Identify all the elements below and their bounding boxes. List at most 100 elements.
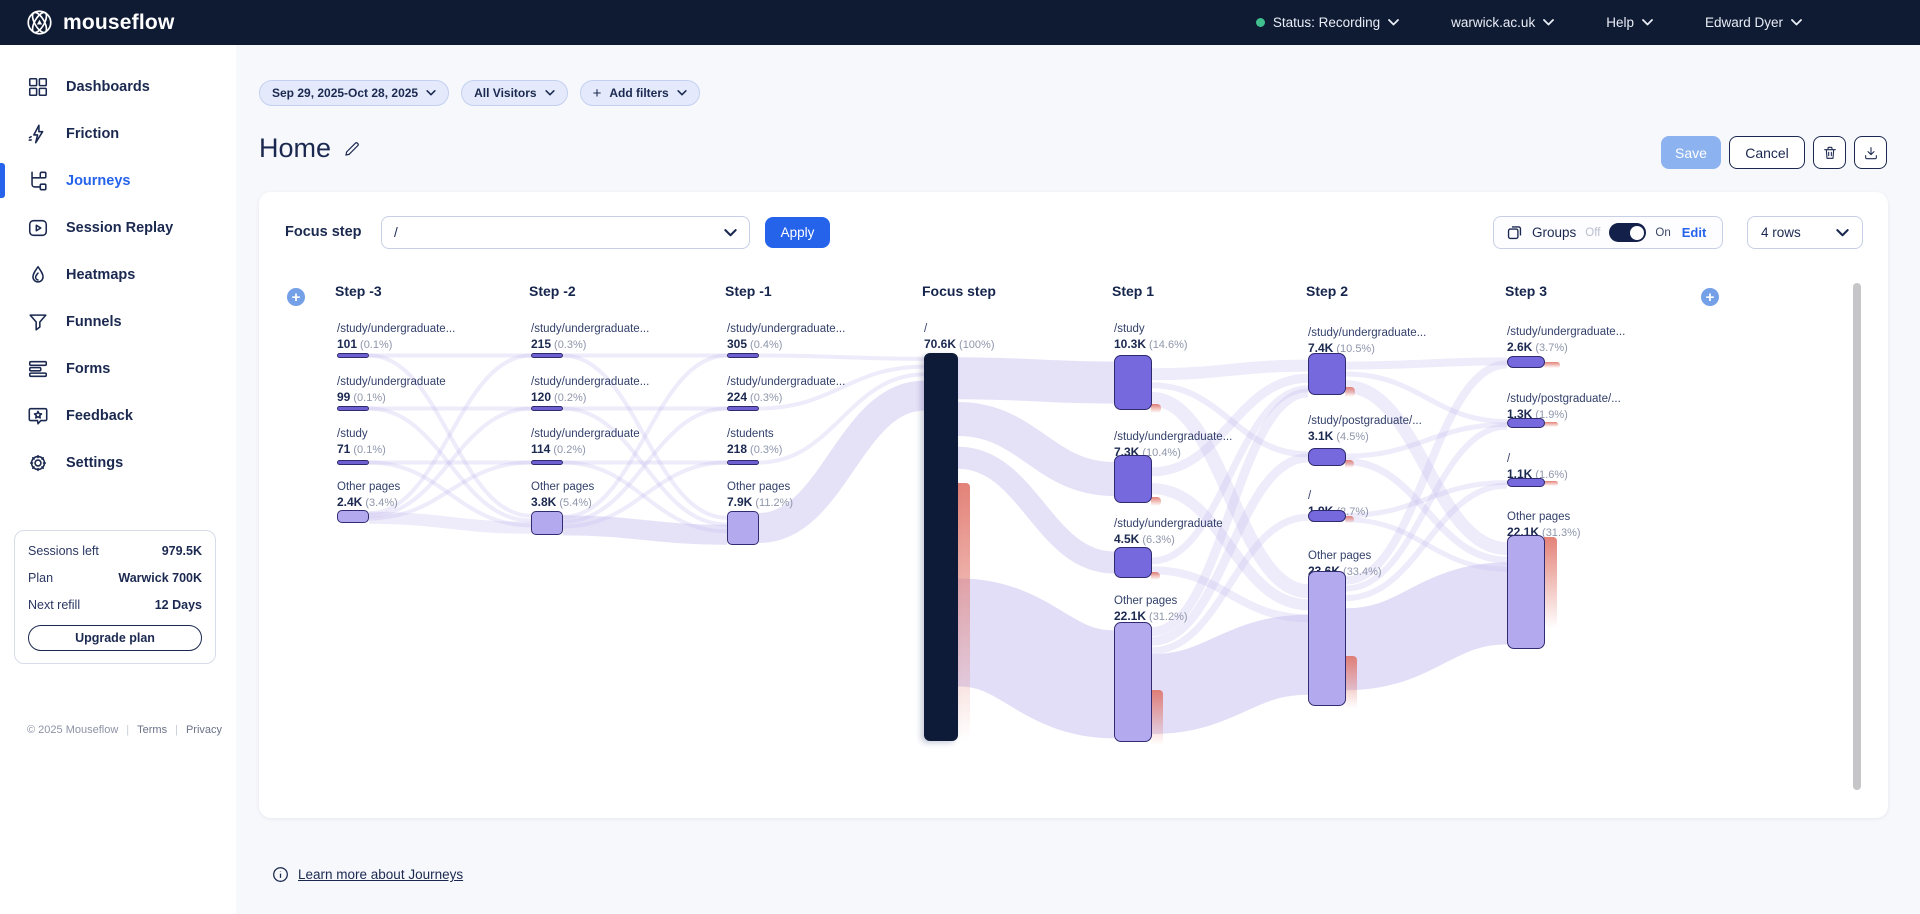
sidebar-item-journeys[interactable]: Journeys <box>0 157 236 204</box>
sankey-node-bar[interactable] <box>531 460 563 465</box>
sankey-node-bar[interactable] <box>1507 535 1545 649</box>
node-path: /study/postgraduate/... <box>1507 393 1621 405</box>
node-path: /study/undergraduate... <box>531 323 650 335</box>
node-value: 305 (0.4%) <box>727 337 783 351</box>
sidebar-item-funnels[interactable]: Funnels <box>0 298 236 345</box>
visitors-filter[interactable]: All Visitors <box>461 80 568 106</box>
sankey-node-bar[interactable] <box>531 353 563 358</box>
sankey-node-bar[interactable] <box>1507 356 1545 368</box>
node-value: 71 (0.1%) <box>337 442 386 456</box>
column-header: Step -2 <box>529 283 576 299</box>
chart-scrollbar[interactable] <box>1853 283 1861 790</box>
sessions-left-label: Sessions left <box>28 544 99 558</box>
sankey-node-bar[interactable] <box>1114 622 1152 742</box>
node-label: /study/postgraduate/... 1.3K (1.9%) <box>1507 392 1621 423</box>
cancel-button[interactable]: Cancel <box>1729 136 1805 169</box>
dropoff-indicator <box>1544 481 1558 486</box>
sankey-node-bar[interactable] <box>531 406 563 411</box>
sankey-node-bar[interactable] <box>727 406 759 411</box>
node-percent: (100%) <box>959 339 995 351</box>
delete-button[interactable] <box>1813 136 1846 169</box>
node-percent: (10.5%) <box>1336 343 1375 355</box>
groups-toggle[interactable] <box>1609 223 1647 242</box>
node-value: 215 (0.3%) <box>531 337 587 351</box>
add-step-left-button[interactable]: + <box>287 288 305 306</box>
node-label: / 1.1K (1.6%) <box>1507 452 1568 483</box>
sankey-node-bar[interactable] <box>727 353 759 358</box>
learn-more-label: Learn more about Journeys <box>298 867 464 882</box>
sidebar-item-label: Session Replay <box>66 219 174 236</box>
dropoff-indicator <box>1151 404 1161 413</box>
node-value: 22.1K (31.2%) <box>1114 609 1188 623</box>
focus-step-select[interactable]: / <box>381 216 750 249</box>
edit-title-icon[interactable] <box>343 140 361 158</box>
sidebar-item-label: Dashboards <box>66 78 150 95</box>
brand[interactable]: mouseflow <box>26 9 174 36</box>
focus-step-value: / <box>394 225 398 240</box>
sankey-node-bar[interactable] <box>531 511 563 535</box>
sankey-node-bar[interactable] <box>337 510 369 523</box>
upgrade-plan-button[interactable]: Upgrade plan <box>28 625 202 651</box>
node-label: /study 71 (0.1%) <box>337 427 386 458</box>
groups-icon <box>1507 226 1522 240</box>
sankey-node-bar[interactable] <box>727 511 759 545</box>
sankey-node-bar[interactable] <box>1308 571 1346 706</box>
node-label: /study/undergraduate 114 (0.2%) <box>531 427 640 458</box>
node-label: /study/undergraduate... 7.4K (10.5%) <box>1308 326 1426 357</box>
node-path: /study/undergraduate <box>531 428 640 440</box>
column-header: Step 2 <box>1306 283 1349 299</box>
sankey-node-bar[interactable] <box>1308 510 1346 522</box>
node-label: /study/undergraduate... 120 (0.2%) <box>531 375 649 406</box>
node-value: 10.3K (14.6%) <box>1114 337 1188 351</box>
sankey-node-bar[interactable] <box>337 406 369 411</box>
account-menu[interactable]: warwick.ac.uk <box>1451 15 1555 30</box>
sidebar-item-forms[interactable]: Forms <box>0 345 236 392</box>
sidebar-item-friction[interactable]: Friction <box>0 110 236 157</box>
node-path: Other pages <box>337 481 401 493</box>
sankey-node-bar[interactable] <box>1308 448 1346 466</box>
date-range-filter[interactable]: Sep 29, 2025-Oct 28, 2025 <box>259 80 450 106</box>
rows-select[interactable]: 4 rows <box>1747 216 1863 249</box>
feedback-icon <box>28 407 48 425</box>
download-button[interactable] <box>1854 136 1887 169</box>
user-menu[interactable]: Edward Dyer <box>1705 15 1802 30</box>
node-label: /study/undergraduate... 305 (0.4%) <box>727 322 845 353</box>
node-label: Other pages 2.4K (3.4%) <box>337 480 400 511</box>
node-path: Other pages <box>727 481 791 493</box>
terms-link[interactable]: Terms <box>137 724 168 736</box>
sankey-node-bar[interactable] <box>1507 418 1545 428</box>
add-filters-button[interactable]: + Add filters <box>579 80 700 106</box>
groups-edit-link[interactable]: Edit <box>1681 225 1707 240</box>
apply-button[interactable]: Apply <box>765 217 830 248</box>
sankey-node-bar[interactable] <box>337 460 369 465</box>
add-step-right-button[interactable]: + <box>1701 288 1719 306</box>
learn-more-link[interactable]: Learn more about Journeys <box>272 866 463 883</box>
node-percent: (0.4%) <box>750 339 783 351</box>
node-value: 101 (0.1%) <box>337 337 393 351</box>
sidebar-item-feedback[interactable]: Feedback <box>0 392 236 439</box>
sidebar-item-heatmaps[interactable]: Heatmaps <box>0 251 236 298</box>
sankey-node-bar[interactable] <box>1114 547 1152 578</box>
sidebar-nav: Dashboards Friction Journeys Session Replay… <box>0 45 236 486</box>
dropoff-indicator <box>1151 497 1161 506</box>
node-percent: (31.2%) <box>1149 611 1188 623</box>
sankey-node-bar[interactable] <box>1114 355 1152 410</box>
sidebar-item-dashboards[interactable]: Dashboards <box>0 63 236 110</box>
sankey-node-bar[interactable] <box>924 353 958 741</box>
sidebar-item-session-replay[interactable]: Session Replay <box>0 204 236 251</box>
sankey-node-bar[interactable] <box>337 353 369 358</box>
sankey-node-bar[interactable] <box>727 460 759 465</box>
node-percent: (6.3%) <box>1142 534 1175 546</box>
sankey-node-bar[interactable] <box>1114 455 1152 503</box>
sankey-node-bar[interactable] <box>1507 478 1545 487</box>
visitors-label: All Visitors <box>474 86 537 100</box>
help-menu[interactable]: Help <box>1606 15 1653 30</box>
node-percent: (0.2%) <box>554 392 587 404</box>
sidebar-item-settings[interactable]: Settings <box>0 439 236 486</box>
save-button[interactable]: Save <box>1661 136 1721 169</box>
sankey-node-bar[interactable] <box>1308 353 1346 395</box>
node-value: 224 (0.3%) <box>727 390 783 404</box>
status-menu[interactable]: Status: Recording <box>1255 15 1400 30</box>
privacy-link[interactable]: Privacy <box>185 724 222 736</box>
